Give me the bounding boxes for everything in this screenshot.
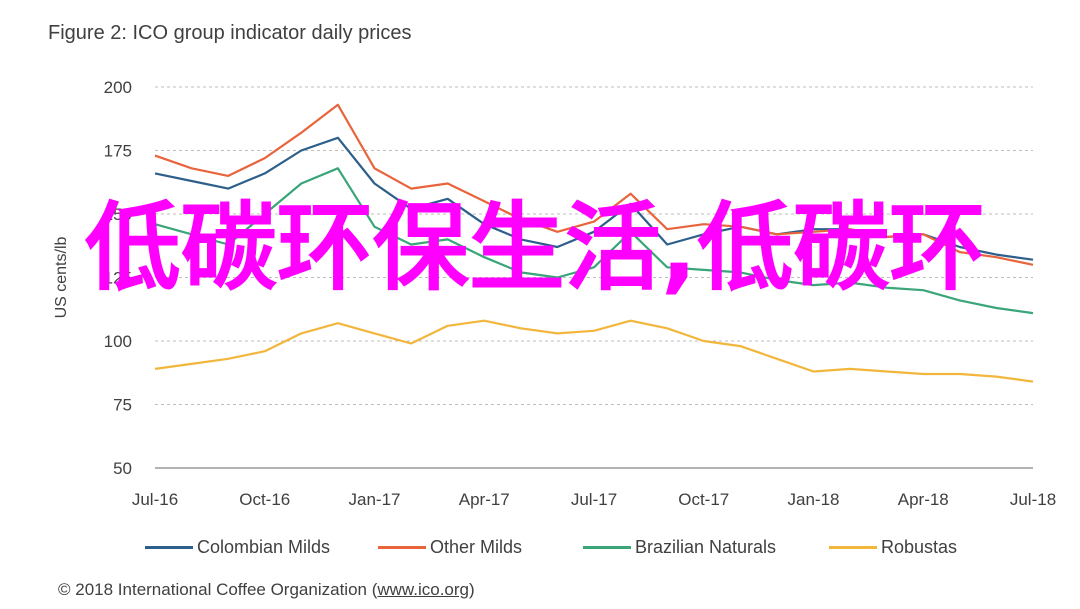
legend-swatch: [145, 545, 193, 549]
legend-label: Colombian Milds: [197, 536, 331, 557]
series-line-robustas: [154, 319, 1034, 383]
y-tick-label: 50: [113, 459, 132, 478]
legend-swatch: [583, 545, 631, 549]
legend-label: Other Milds: [430, 536, 523, 557]
line-chart: 50 75 100 125 150 175 200 US cents/lb Jul-16 Oct-…: [53, 78, 1056, 509]
source-note: © 2018 International Coffee Organization…: [58, 580, 475, 600]
x-tick-label: Jan-18: [788, 490, 840, 509]
x-tick-label: Oct-16: [239, 490, 290, 509]
series-lines: [154, 103, 1034, 383]
legend-item: Other Milds: [378, 533, 522, 561]
legend: Colombian Milds Other Milds Brazilian Natu…: [0, 533, 1080, 561]
x-tick-label: Jan-17: [349, 490, 401, 509]
source-link[interactable]: www.ico.org: [377, 580, 469, 599]
series-line-brazilian-naturals: [154, 167, 1034, 315]
x-tick-label: Jul-17: [571, 490, 617, 509]
x-tick-label: Apr-17: [459, 490, 510, 509]
x-tick-label: Apr-18: [898, 490, 949, 509]
y-axis-label: US cents/lb: [53, 236, 70, 318]
y-tick-label: 200: [104, 78, 132, 97]
x-tick-label: Jul-16: [132, 490, 178, 509]
series-line-colombian-milds: [154, 136, 1034, 261]
legend-item: Brazilian Naturals: [583, 533, 776, 561]
y-tick-label: 150: [104, 205, 132, 224]
legend-swatch: [829, 545, 877, 549]
source-suffix: ): [469, 580, 475, 599]
y-tick-label: 100: [104, 332, 132, 351]
x-tick-label: Jul-18: [1010, 490, 1056, 509]
legend-label: Brazilian Naturals: [635, 536, 777, 557]
x-tick-label: Oct-17: [678, 490, 729, 509]
y-tick-label: 75: [113, 396, 132, 415]
chart-title: Figure 2: ICO group indicator daily pric…: [48, 22, 412, 44]
legend-item: Colombian Milds: [145, 533, 330, 561]
y-tick-label: 175: [104, 142, 132, 161]
legend-label: Robustas: [881, 536, 958, 557]
y-tick-label: 125: [104, 269, 132, 288]
legend-item: Robustas: [829, 533, 957, 561]
gridlines: [155, 86, 1033, 405]
series-line-other-milds: [154, 103, 1034, 266]
tick-labels: 50 75 100 125 150 175 200 US cents/lb Jul-16 Oct-…: [53, 78, 1056, 509]
source-prefix: © 2018 International Coffee Organization…: [58, 580, 378, 599]
legend-swatch: [378, 545, 426, 549]
